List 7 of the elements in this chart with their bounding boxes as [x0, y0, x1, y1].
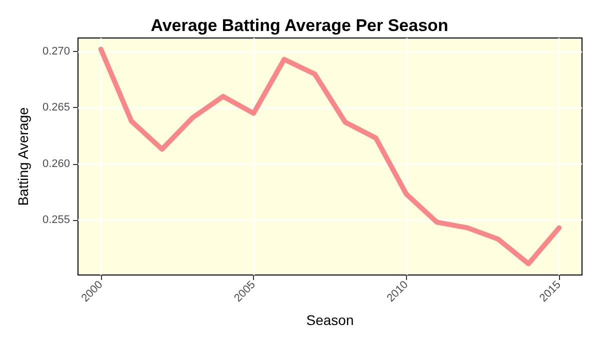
y-tick-label: 0.255: [42, 214, 70, 226]
chart-title: Average Batting Average Per Season: [150, 16, 448, 35]
x-axis-title: Season: [306, 312, 354, 328]
y-tick-label: 0.265: [42, 102, 70, 114]
y-tick-label: 0.260: [42, 158, 70, 170]
y-tick-label: 0.270: [42, 45, 70, 58]
y-axis-title: Batting Average: [15, 106, 31, 206]
